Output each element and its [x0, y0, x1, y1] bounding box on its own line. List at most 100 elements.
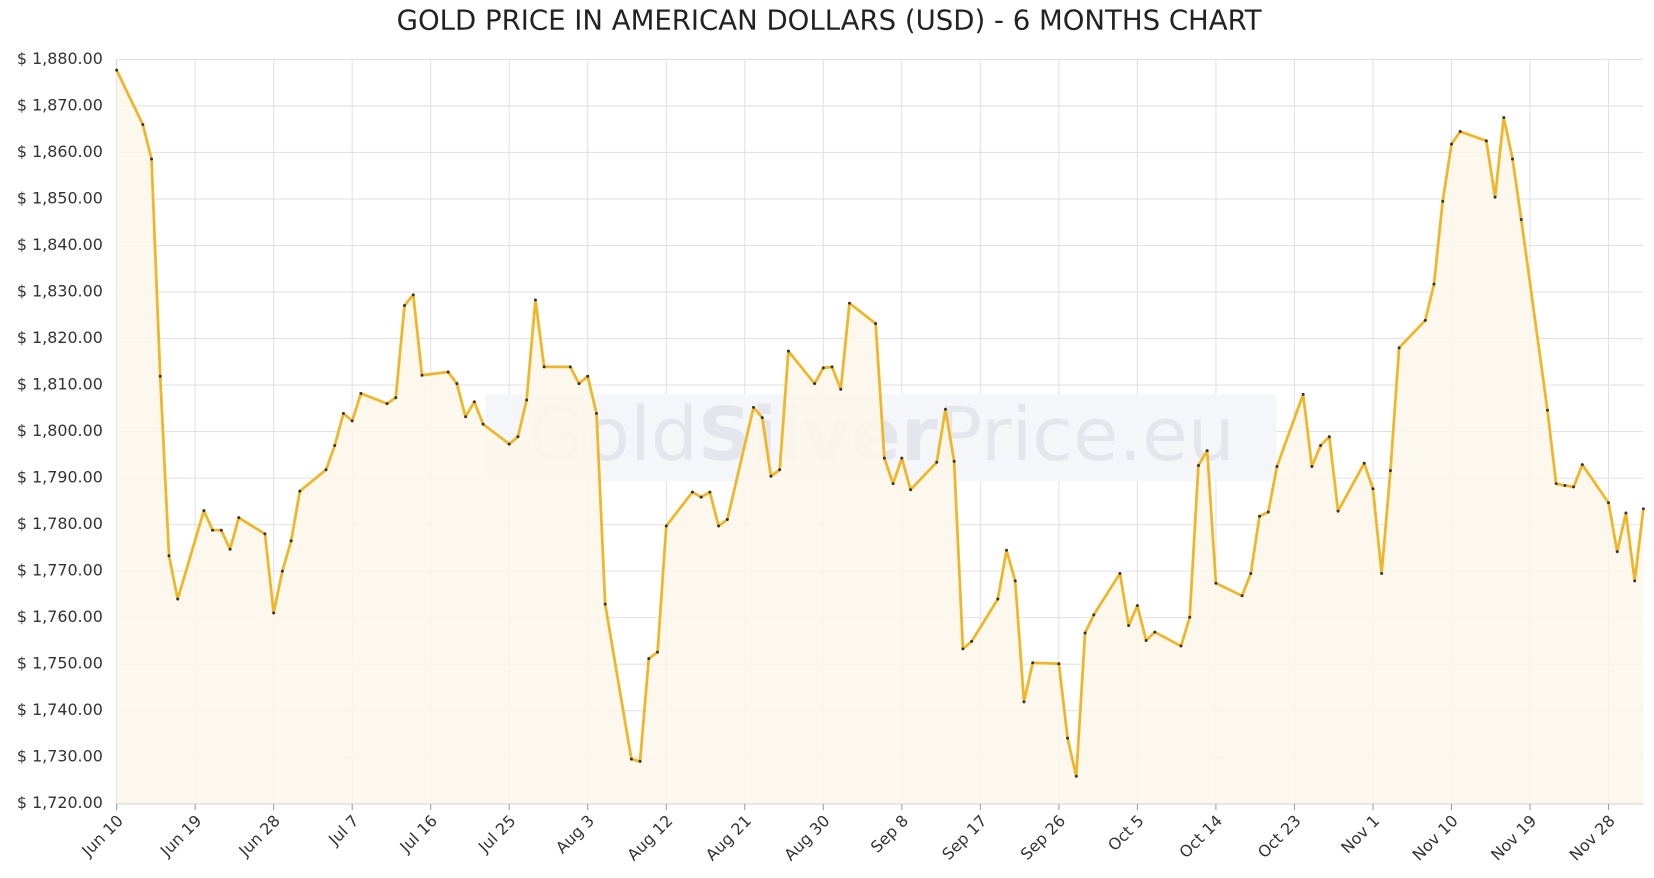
point: [577, 382, 581, 386]
x-tick-label: Aug 12: [623, 811, 676, 864]
x-tick-label: Jul 25: [474, 811, 520, 857]
y-tick-label: $ 1,770.00: [17, 561, 103, 580]
point: [752, 405, 755, 409]
point: [472, 400, 476, 404]
x-tick-label: Jun 28: [234, 811, 284, 861]
y-tick-label: $ 1,780.00: [17, 514, 103, 533]
point: [813, 382, 817, 386]
point: [1135, 604, 1139, 608]
point: [228, 547, 232, 551]
point: [385, 402, 389, 406]
line: [115, 69, 1645, 778]
point: [1013, 579, 1017, 583]
point: [1633, 579, 1637, 583]
point: [1005, 548, 1009, 552]
point: [1511, 157, 1515, 161]
x-tick-label: Sep 8: [867, 811, 912, 856]
point: [1196, 464, 1200, 468]
x-tick-label: Oct 23: [1254, 811, 1305, 862]
point: [1031, 661, 1035, 665]
point: [1607, 501, 1610, 505]
point: [1423, 318, 1427, 322]
y-tick-label: $ 1,850.00: [17, 188, 103, 207]
point: [900, 456, 904, 460]
x-tick-label: Sep 17: [938, 811, 990, 863]
point: [202, 509, 206, 513]
point: [778, 468, 782, 472]
y-tick-label: $ 1,800.00: [17, 421, 103, 440]
point: [970, 639, 974, 643]
point: [1554, 482, 1558, 486]
point: [568, 365, 572, 369]
point: [350, 419, 354, 423]
point: [263, 532, 267, 536]
point: [1484, 139, 1488, 143]
y-tick-label: $ 1,730.00: [17, 747, 103, 766]
point: [141, 123, 145, 127]
point: [1022, 700, 1026, 704]
point: [769, 474, 773, 478]
point: [1449, 142, 1453, 146]
point: [1441, 199, 1445, 203]
y-tick-label: $ 1,860.00: [17, 142, 103, 161]
point: [1188, 615, 1192, 619]
y-tick-label: $ 1,870.00: [17, 95, 103, 114]
point: [211, 528, 215, 532]
point: [1624, 511, 1628, 515]
point: [481, 422, 485, 426]
chart-title: GOLD PRICE IN AMERICAN DOLLARS (USD) - 6…: [397, 4, 1262, 36]
area: [116, 70, 1644, 804]
point: [638, 759, 642, 763]
point: [525, 398, 529, 402]
point: [542, 365, 546, 369]
point: [1074, 774, 1078, 778]
point: [1388, 469, 1392, 473]
point: [952, 459, 956, 463]
point: [961, 647, 965, 651]
point: [760, 416, 764, 420]
point: [1362, 461, 1366, 465]
point: [1519, 217, 1523, 221]
point: [935, 460, 939, 464]
x-tick-label: Jul 16: [395, 811, 441, 857]
point: [708, 490, 712, 494]
point: [664, 524, 668, 528]
x-tick-label: Nov 1: [1337, 811, 1383, 857]
point: [1205, 449, 1209, 453]
point: [786, 349, 790, 353]
point: [1266, 510, 1270, 514]
point: [839, 387, 843, 391]
point: [1371, 487, 1375, 491]
watermark-part: Price.eu: [938, 391, 1235, 478]
point: [446, 370, 450, 374]
point: [647, 657, 651, 661]
point: [586, 374, 590, 378]
point: [333, 444, 337, 448]
point: [909, 488, 913, 492]
point: [882, 456, 886, 460]
point: [237, 516, 241, 520]
point: [115, 68, 119, 72]
point: [1493, 195, 1497, 199]
point: [516, 435, 520, 439]
y-tick-label: $ 1,810.00: [17, 375, 103, 394]
point: [1275, 464, 1279, 468]
point: [996, 597, 1000, 601]
point: [359, 391, 363, 395]
point: [699, 495, 703, 499]
point: [1545, 408, 1549, 412]
point: [830, 365, 834, 369]
point: [1249, 571, 1253, 575]
point: [1563, 484, 1567, 488]
point: [1301, 392, 1305, 396]
point: [1057, 662, 1061, 666]
point: [891, 482, 895, 486]
point: [943, 407, 947, 411]
point: [629, 757, 633, 761]
point: [1118, 571, 1122, 575]
point: [420, 373, 424, 377]
x-tick-label: Jul 7: [324, 811, 362, 849]
point: [1240, 594, 1244, 598]
y-tick-label: $ 1,820.00: [17, 328, 103, 347]
x-tick-label: Aug 30: [780, 811, 833, 864]
